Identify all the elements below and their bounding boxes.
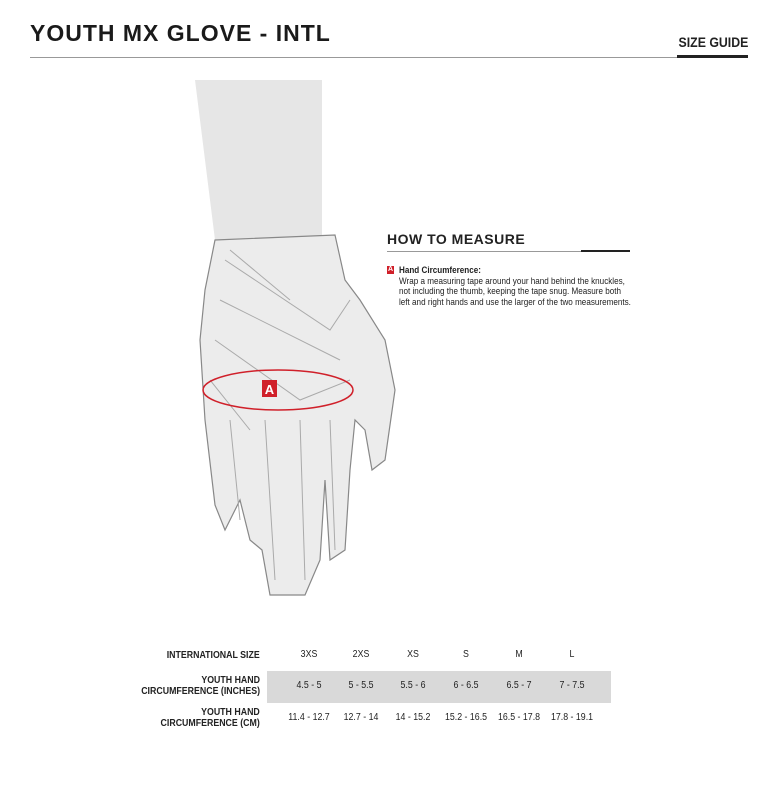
row-label: YOUTH HAND CIRCUMFERENCE (CM) xyxy=(161,707,260,729)
row-label-line: YOUTH HAND xyxy=(201,675,260,686)
instruction-line: left and right hands and use the larger … xyxy=(399,296,631,307)
divider xyxy=(387,251,630,252)
divider xyxy=(30,57,748,58)
glove-illustration: A xyxy=(195,80,396,596)
table-cell: XS xyxy=(407,649,419,660)
row-label-line: CIRCUMFERENCE (INCHES) xyxy=(141,686,260,697)
table-cell: 6 - 6.5 xyxy=(453,680,479,691)
table-cell: 11.4 - 12.7 xyxy=(288,712,330,723)
row-label: INTERNATIONAL SIZE xyxy=(167,650,260,661)
table-cell: 5 - 5.5 xyxy=(348,680,374,691)
table-cell: M xyxy=(515,649,523,660)
table-cell: 14 - 15.2 xyxy=(395,712,431,723)
marker-a-badge: A xyxy=(387,266,394,274)
table-cell: L xyxy=(569,649,575,660)
size-guide-label: SIZE GUIDE xyxy=(678,34,748,50)
table-cell: 2XS xyxy=(352,649,370,660)
table-cell: 5.5 - 6 xyxy=(400,680,426,691)
table-cell: 16.5 - 17.8 xyxy=(497,712,541,723)
how-to-measure-heading: HOW TO MEASURE xyxy=(387,231,526,247)
instruction-title: Hand Circumference: xyxy=(399,265,481,275)
table-cell: S xyxy=(463,649,469,660)
marker-a-icon xyxy=(262,380,277,397)
row-label: YOUTH HAND CIRCUMFERENCE (INCHES) xyxy=(141,675,260,697)
measurement-line xyxy=(202,369,354,411)
row-label-line: CIRCUMFERENCE (CM) xyxy=(160,718,260,729)
highlighted-row-band xyxy=(267,671,611,703)
row-label-line: INTERNATIONAL SIZE xyxy=(166,649,260,661)
instruction-line: Wrap a measuring tape around your hand b… xyxy=(399,275,625,286)
instructions: Hand Circumference: Wrap a measuring tap… xyxy=(399,265,631,307)
heading-underline xyxy=(581,250,630,252)
table-cell: 17.8 - 19.1 xyxy=(550,712,594,723)
svg-text:A: A xyxy=(265,382,275,397)
instruction-line: not including the thumb, keeping the tap… xyxy=(399,286,622,296)
page-title: YOUTH MX GLOVE - INTL xyxy=(30,20,331,46)
table-cell: 4.5 - 5 xyxy=(296,680,322,691)
glove-outline xyxy=(199,234,396,596)
table-cell: 6.5 - 7 xyxy=(506,680,532,691)
row-label-line: YOUTH HAND xyxy=(201,707,260,718)
table-cell: 12.7 - 14 xyxy=(343,712,379,723)
table-cell: 7 - 7.5 xyxy=(559,680,585,691)
size-guide-underline xyxy=(677,55,748,58)
table-cell: 15.2 - 16.5 xyxy=(444,712,488,723)
table-cell: 3XS xyxy=(300,649,318,660)
